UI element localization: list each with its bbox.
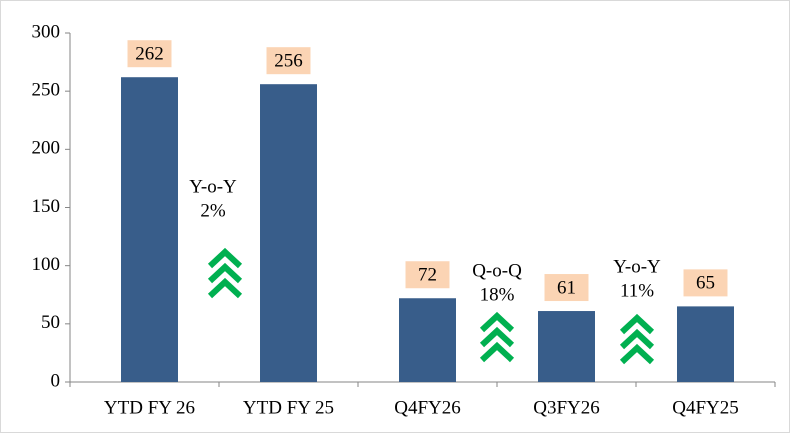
up-arrow [479,341,515,363]
data-label: 65 [696,273,715,294]
y-tick-label: 50 [41,312,60,333]
x-tick-label: YTD FY 25 [243,397,334,418]
annotation-label: Q-o-Q [472,260,522,281]
x-tick-label: Q3FY26 [533,397,600,418]
data-label: 61 [557,277,576,298]
bar [677,306,734,382]
up-arrow [619,343,655,365]
up-arrow [207,262,243,284]
y-tick-label: 200 [32,138,61,159]
data-label: 262 [135,44,164,65]
x-tick-label: Q4FY25 [672,397,739,418]
data-label-box [127,40,172,68]
y-tick-label: 150 [32,196,61,217]
x-tick-label: Q4FY26 [394,397,461,418]
up-arrow [207,247,243,269]
bar [399,298,456,382]
bar [260,84,317,382]
annotation-label: Y-o-Y [613,256,661,277]
y-tick-label: 300 [32,21,61,42]
data-label-box [544,274,589,302]
annotation-value: 2% [200,200,226,221]
y-tick-label: 100 [32,254,61,275]
up-arrow [619,313,655,335]
data-label-box [266,47,311,75]
annotation-value: 18% [480,284,515,305]
data-label-box [405,261,450,289]
y-tick-label: 0 [51,370,61,391]
annotation-label: Y-o-Y [189,176,237,197]
y-tick-label: 250 [32,80,61,101]
up-arrow [479,311,515,333]
annotation-value: 11% [620,280,654,301]
up-arrow [619,328,655,350]
up-arrow [207,277,243,299]
up-arrow [479,326,515,348]
bar [538,311,595,382]
x-tick-label: YTD FY 26 [104,397,195,418]
data-label: 256 [274,51,303,72]
data-label-box [683,269,728,297]
bar [121,77,178,382]
data-label: 72 [418,265,437,286]
